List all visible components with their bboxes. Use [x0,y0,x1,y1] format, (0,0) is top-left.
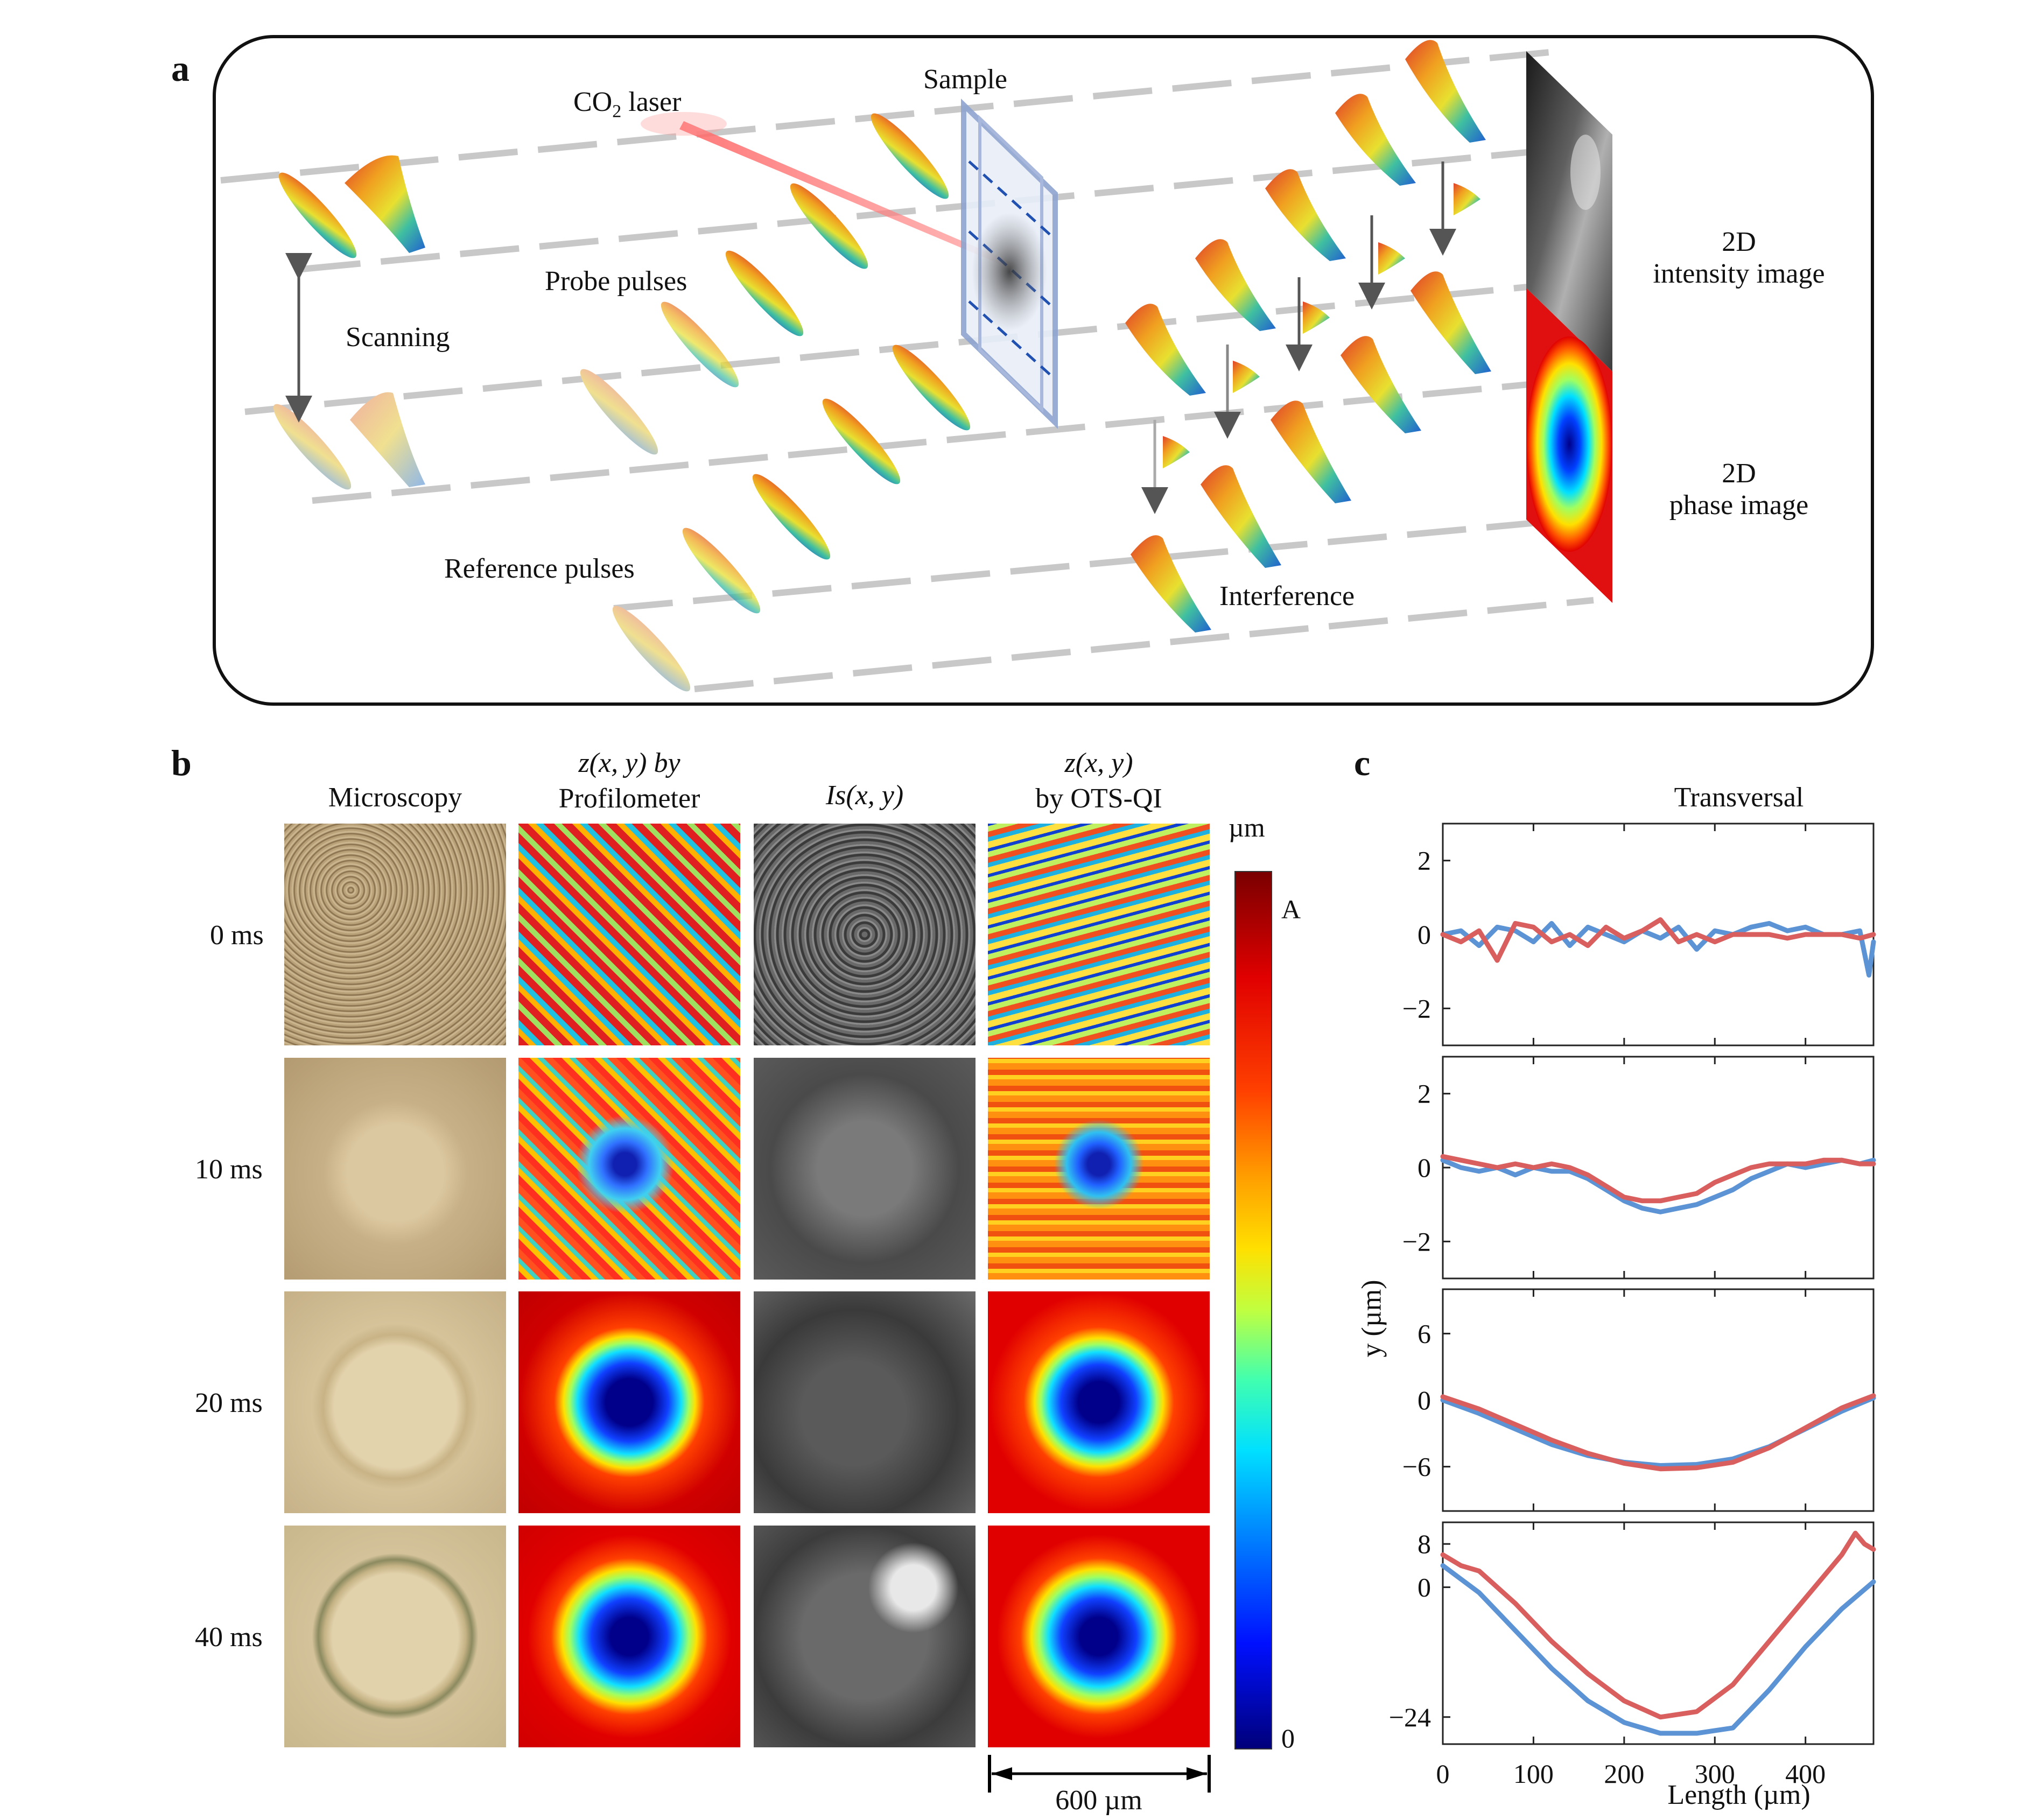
panel-a-schematic [213,35,1874,706]
x-tick-label: 0 [1436,1759,1450,1789]
subplot-frame-3 [1442,1521,1875,1745]
x-tick-label: 100 [1513,1759,1554,1789]
image-profilometer-0ms [518,824,740,1045]
waveform-packets [345,40,1491,633]
image-otsqi-0ms [988,824,1210,1045]
row-label-10ms: 10 ms [195,1154,263,1185]
panel-label-b: b [171,742,192,783]
image-intensity-40ms [754,1526,976,1747]
x-tick-label: 200 [1604,1759,1644,1789]
x-tick-label: 300 [1695,1759,1735,1789]
intensity-image-label: 2D intensity image [1653,227,1825,289]
col-header-profilometer: z(x, y) by Profilometer [558,748,700,814]
image-otsqi-40ms [988,1526,1210,1747]
image-intensity-20ms [754,1291,976,1513]
y-tick-label: 0 [1418,1572,1431,1603]
y-tick-label: 0 [1418,1153,1431,1183]
colorbar-unit: µm [1229,812,1265,842]
image-otsqi-10ms [988,1058,1210,1280]
image-otsqi-20ms [988,1291,1210,1513]
y-tick-label: −2 [1402,1226,1431,1256]
image-intensity-10ms [754,1058,976,1280]
probe-pulses [273,113,971,692]
col-header-intensity: Is(x, y) [825,780,904,811]
row-label-20ms: 20 ms [195,1388,263,1418]
y-tick-label: −24 [1389,1702,1431,1732]
panel-label-a: a [171,48,190,89]
colorbar [1234,871,1272,1749]
image-microscopy-20ms [284,1291,506,1513]
series-line-3-0 [1440,1563,1876,1736]
transversal-chart: 20−220−260−680−240 100 200 300 400 [1389,823,1876,1789]
image-profilometer-20ms [518,1291,740,1513]
y-tick-label: 2 [1418,846,1431,876]
y-tick-label: −6 [1402,1452,1431,1482]
col-header-otsqi: z(x, y) by OTS-QI [1035,748,1162,814]
phase-image-label: 2D phase image [1669,458,1809,521]
col-header-microscopy: Microscopy [328,782,462,813]
y-tick-label: 6 [1418,1318,1431,1348]
y-tick-label: −2 [1402,993,1431,1023]
image-profilometer-40ms [518,1526,740,1747]
row-label-40ms: 40 ms [195,1622,263,1653]
scale-bar-label: 600 µm [1055,1785,1142,1816]
y-axis-label: y (µm) [1356,1280,1387,1358]
sample-label: Sample [923,64,1007,95]
sample-plate [961,99,1058,429]
probe-pulses-label: Probe pulses [545,266,687,297]
subplot-frame-2 [1442,1288,1875,1512]
image-microscopy-0ms [284,824,506,1045]
y-tick-label: 0 [1418,919,1431,950]
colorbar-bottom-label: 0 [1281,1723,1295,1753]
row-label-0ms: 0 ms [210,920,264,951]
series-line-2-1 [1440,1393,1876,1472]
co2-laser-label: CO2 laser [573,87,682,122]
interference-label: Interference [1219,581,1355,612]
series-line-3-1 [1440,1530,1876,1720]
series-line-0-1 [1440,917,1876,963]
image-profilometer-10ms [518,1058,740,1280]
x-tick-label: 400 [1785,1759,1826,1789]
x-axis-label: Length (µm) [1667,1780,1811,1810]
y-tick-label: 8 [1418,1529,1431,1559]
series-line-1-1 [1440,1154,1876,1204]
scale-bar [988,1755,1211,1793]
reference-pulses-label: Reference pulses [444,553,635,584]
image-microscopy-10ms [284,1058,506,1280]
y-tick-label: 2 [1418,1079,1431,1109]
y-tick-label: 0 [1418,1385,1431,1415]
chart-title: Transversal [1674,782,1804,813]
image-microscopy-40ms [284,1526,506,1747]
intensity-image [1526,51,1612,371]
panel-label-c: c [1354,742,1371,783]
colorbar-top-label: A [1281,894,1301,924]
series-line-1-0 [1440,1157,1876,1214]
scanning-label: Scanning [346,322,450,353]
image-intensity-0ms [754,824,976,1045]
